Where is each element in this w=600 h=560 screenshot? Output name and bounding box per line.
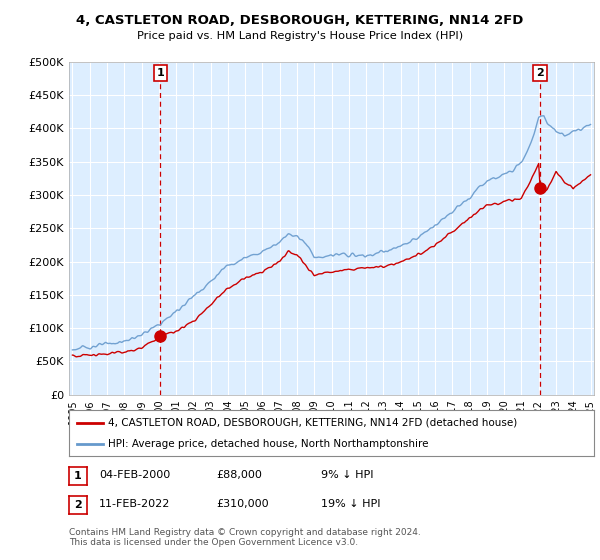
Text: 2: 2	[74, 500, 82, 510]
Text: £310,000: £310,000	[216, 499, 269, 509]
Text: 19% ↓ HPI: 19% ↓ HPI	[321, 499, 380, 509]
Text: 1: 1	[74, 471, 82, 481]
Text: 11-FEB-2022: 11-FEB-2022	[99, 499, 170, 509]
Text: 4, CASTLETON ROAD, DESBOROUGH, KETTERING, NN14 2FD (detached house): 4, CASTLETON ROAD, DESBOROUGH, KETTERING…	[109, 418, 518, 428]
Text: Contains HM Land Registry data © Crown copyright and database right 2024.
This d: Contains HM Land Registry data © Crown c…	[69, 528, 421, 547]
Text: 1: 1	[157, 68, 164, 78]
Text: 9% ↓ HPI: 9% ↓ HPI	[321, 470, 373, 480]
Text: Price paid vs. HM Land Registry's House Price Index (HPI): Price paid vs. HM Land Registry's House …	[137, 31, 463, 41]
Text: £88,000: £88,000	[216, 470, 262, 480]
Text: 4, CASTLETON ROAD, DESBOROUGH, KETTERING, NN14 2FD: 4, CASTLETON ROAD, DESBOROUGH, KETTERING…	[76, 14, 524, 27]
Text: HPI: Average price, detached house, North Northamptonshire: HPI: Average price, detached house, Nort…	[109, 439, 429, 449]
Text: 04-FEB-2000: 04-FEB-2000	[99, 470, 170, 480]
Text: 2: 2	[536, 68, 544, 78]
